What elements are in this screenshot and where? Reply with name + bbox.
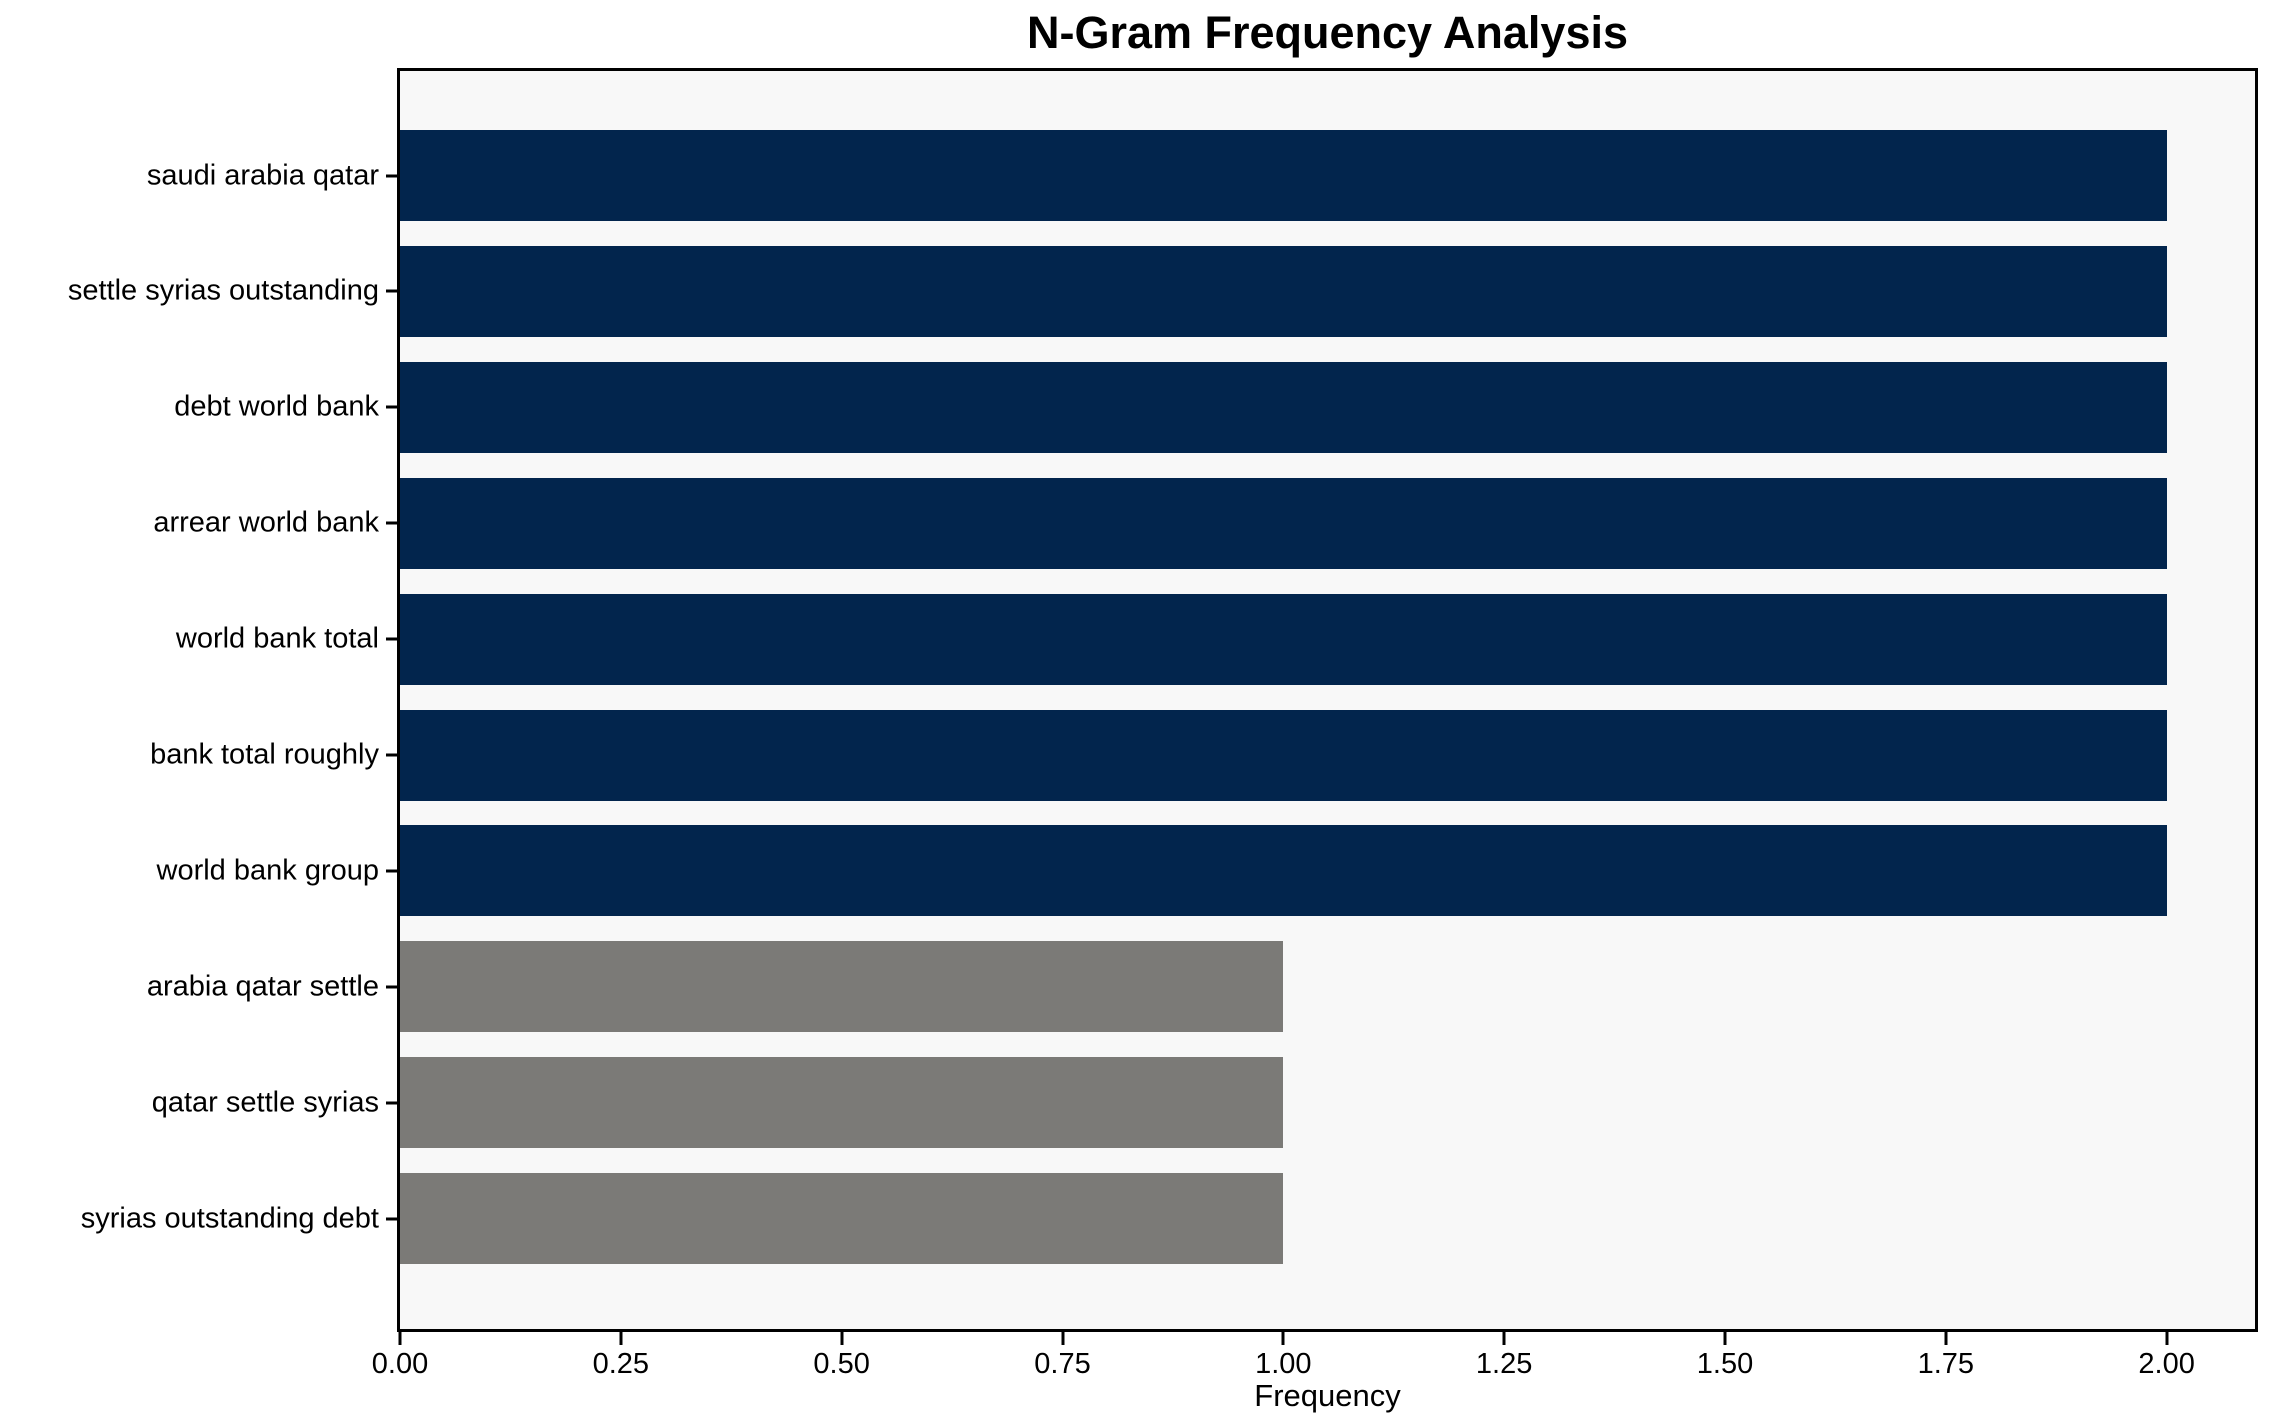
bar: [400, 825, 2167, 917]
x-tick-mark: [1281, 1332, 1285, 1345]
x-tick-mark: [398, 1332, 402, 1345]
y-tick-label: world bank group: [156, 854, 379, 887]
plot-area: [397, 68, 2258, 1332]
y-tick-label: world bank total: [175, 622, 379, 655]
x-tick-label: 1.00: [1255, 1348, 1312, 1380]
bar: [400, 361, 2167, 453]
chart-title: N-Gram Frequency Analysis: [1026, 7, 1629, 58]
x-tick-mark: [1723, 1332, 1727, 1345]
bar: [400, 1057, 1284, 1149]
x-tick-label: 1.25: [1475, 1348, 1533, 1380]
x-tick-mark: [619, 1332, 623, 1345]
y-tick-label: arrear world bank: [153, 506, 379, 539]
y-tick-label: saudi arabia qatar: [146, 159, 379, 191]
x-tick-label: 0.50: [813, 1348, 870, 1380]
y-tick-mark: [386, 985, 397, 989]
x-tick-mark: [1502, 1332, 1506, 1345]
y-tick-mark: [386, 637, 397, 641]
y-tick-mark: [386, 869, 397, 873]
bar: [400, 593, 2167, 685]
x-tick-label: 1.75: [1917, 1348, 1975, 1380]
bar: [400, 245, 2167, 337]
bar: [400, 709, 2167, 801]
y-tick-label: debt world bank: [174, 390, 379, 423]
bar: [400, 130, 2167, 221]
y-tick-label: syrias outstanding debt: [80, 1202, 379, 1235]
y-tick-mark: [386, 405, 397, 409]
y-tick-label: qatar settle syrias: [151, 1086, 379, 1119]
x-tick-label: 2.00: [2138, 1348, 2195, 1380]
bar: [400, 477, 2167, 569]
x-tick-label: 0.00: [371, 1348, 429, 1380]
x-tick-mark: [1061, 1332, 1064, 1345]
y-tick-mark: [386, 289, 397, 293]
x-tick-label: 1.50: [1696, 1348, 1754, 1380]
y-tick-mark: [386, 1101, 397, 1105]
x-tick-mark: [1944, 1332, 1948, 1345]
bar: [400, 1173, 1284, 1265]
x-tick-label: 0.75: [1034, 1348, 1091, 1380]
x-axis-title: Frequency: [1254, 1378, 1401, 1413]
y-tick-mark: [386, 1217, 397, 1221]
y-tick-label: settle syrias outstanding: [67, 274, 379, 307]
x-tick-mark: [840, 1332, 844, 1345]
x-tick-label: 0.25: [592, 1348, 650, 1380]
x-tick-mark: [2165, 1332, 2169, 1345]
y-tick-mark: [386, 521, 397, 525]
y-tick-mark: [386, 174, 397, 177]
bar: [400, 941, 1284, 1033]
y-tick-label: bank total roughly: [150, 738, 379, 771]
y-tick-label: arabia qatar settle: [146, 970, 379, 1003]
y-tick-mark: [386, 753, 397, 757]
